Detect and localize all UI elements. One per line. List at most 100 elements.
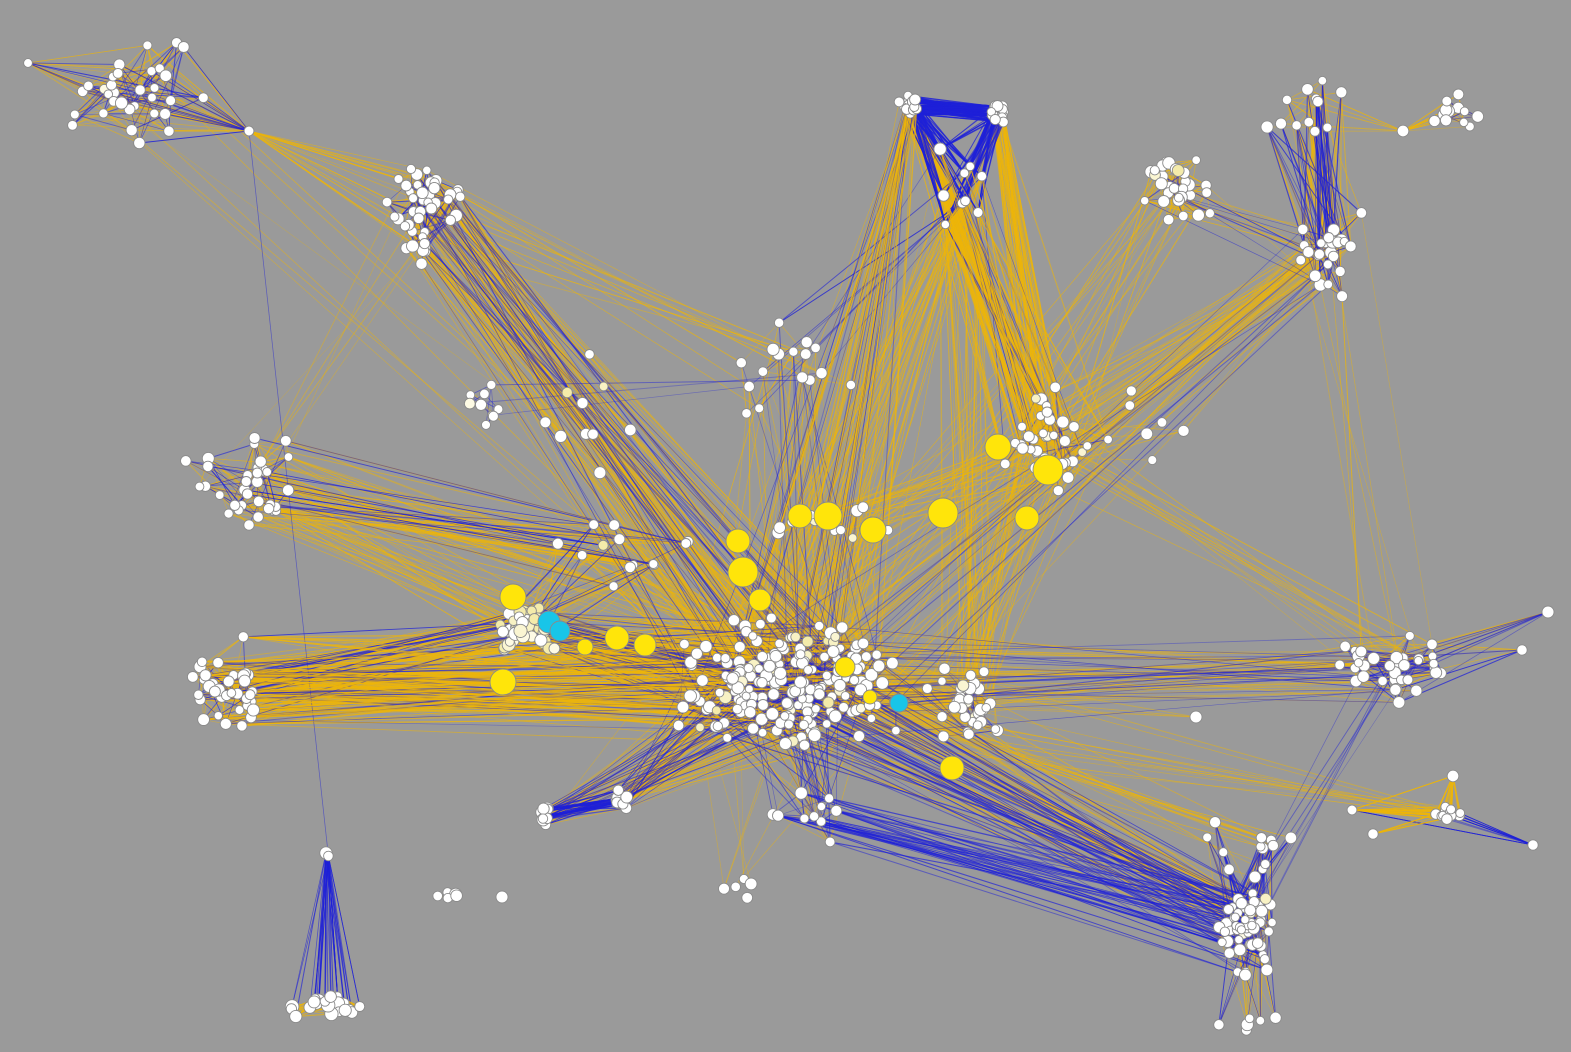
- graph-node[interactable]: [1428, 658, 1439, 669]
- graph-node[interactable]: [981, 703, 991, 713]
- graph-node[interactable]: [624, 561, 636, 574]
- graph-node[interactable]: [826, 645, 840, 658]
- graph-node[interactable]: [202, 460, 214, 473]
- graph-node[interactable]: [561, 386, 573, 399]
- graph-node[interactable]: [165, 95, 177, 107]
- graph-node[interactable]: [422, 165, 432, 175]
- graph-node[interactable]: [159, 69, 173, 82]
- graph-node[interactable]: [937, 189, 950, 202]
- graph-node[interactable]: [1189, 710, 1203, 724]
- graph-node[interactable]: [262, 502, 275, 515]
- graph-node[interactable]: [1404, 630, 1415, 641]
- graph-node[interactable]: [828, 709, 843, 723]
- graph-node[interactable]: [251, 467, 263, 479]
- graph-node[interactable]: [730, 881, 741, 893]
- graph-node[interactable]: [196, 656, 208, 668]
- graph-node[interactable]: [1398, 659, 1411, 672]
- graph-node[interactable]: [214, 490, 225, 500]
- graph-node[interactable]: [208, 685, 221, 698]
- graph-node[interactable]: [744, 684, 754, 694]
- graph-node[interactable]: [720, 653, 731, 664]
- graph-node[interactable]: [389, 211, 400, 222]
- graph-node-highlight-yellow[interactable]: [576, 638, 594, 656]
- graph-node[interactable]: [822, 696, 835, 709]
- graph-node-highlight-yellow[interactable]: [813, 501, 843, 531]
- graph-node[interactable]: [801, 635, 814, 648]
- graph-node[interactable]: [788, 346, 799, 357]
- graph-node[interactable]: [963, 693, 974, 705]
- graph-node[interactable]: [699, 639, 713, 654]
- graph-node[interactable]: [744, 877, 758, 891]
- graph-node[interactable]: [1527, 839, 1539, 851]
- graph-node[interactable]: [1327, 250, 1340, 263]
- graph-node[interactable]: [1389, 683, 1402, 696]
- graph-node[interactable]: [450, 889, 463, 902]
- graph-node[interactable]: [1233, 943, 1247, 957]
- graph-node[interactable]: [584, 349, 595, 360]
- graph-node[interactable]: [1041, 406, 1053, 418]
- graph-node[interactable]: [940, 219, 951, 230]
- graph-node[interactable]: [177, 41, 190, 53]
- graph-node[interactable]: [830, 631, 841, 642]
- graph-node[interactable]: [799, 813, 810, 824]
- graph-node[interactable]: [990, 724, 1001, 734]
- graph-node[interactable]: [612, 784, 624, 796]
- graph-node[interactable]: [1052, 485, 1064, 497]
- graph-node[interactable]: [1446, 804, 1456, 815]
- graph-node[interactable]: [1017, 421, 1027, 432]
- graph-node[interactable]: [815, 366, 828, 380]
- graph-node[interactable]: [481, 419, 491, 430]
- graph-node-highlight-yellow[interactable]: [727, 556, 759, 588]
- graph-node[interactable]: [1452, 88, 1465, 101]
- graph-node[interactable]: [757, 699, 769, 711]
- graph-node[interactable]: [1413, 655, 1424, 666]
- graph-node[interactable]: [1353, 658, 1364, 668]
- graph-node[interactable]: [149, 83, 160, 93]
- graph-node[interactable]: [399, 221, 411, 232]
- graph-node[interactable]: [847, 533, 858, 543]
- graph-node[interactable]: [1239, 968, 1252, 982]
- graph-node[interactable]: [1303, 116, 1315, 128]
- graph-node[interactable]: [1267, 917, 1277, 928]
- graph-node[interactable]: [1247, 920, 1257, 931]
- graph-node[interactable]: [307, 995, 321, 1009]
- graph-node-highlight-yellow[interactable]: [859, 516, 887, 544]
- graph-node[interactable]: [1022, 430, 1035, 443]
- graph-node[interactable]: [712, 652, 722, 663]
- graph-node[interactable]: [1140, 427, 1154, 441]
- graph-node[interactable]: [1459, 106, 1470, 117]
- graph-node[interactable]: [959, 168, 970, 179]
- graph-node[interactable]: [419, 238, 431, 250]
- graph-node[interactable]: [1426, 638, 1438, 651]
- graph-node[interactable]: [824, 836, 836, 848]
- graph-node[interactable]: [765, 707, 780, 721]
- graph-node[interactable]: [1301, 83, 1314, 96]
- graph-node[interactable]: [718, 882, 730, 895]
- graph-node[interactable]: [1191, 155, 1201, 165]
- graph-node[interactable]: [1157, 195, 1171, 208]
- graph-node[interactable]: [1308, 269, 1322, 283]
- graph-node[interactable]: [1149, 165, 1160, 176]
- graph-node[interactable]: [1223, 863, 1235, 876]
- graph-node[interactable]: [733, 640, 746, 653]
- graph-node[interactable]: [798, 719, 809, 731]
- graph-node[interactable]: [811, 704, 821, 714]
- graph-node[interactable]: [803, 665, 813, 675]
- graph-node[interactable]: [747, 722, 760, 735]
- graph-node[interactable]: [534, 633, 548, 647]
- graph-node[interactable]: [815, 816, 827, 827]
- graph-node[interactable]: [1323, 279, 1334, 290]
- graph-node[interactable]: [1204, 208, 1215, 219]
- graph-node[interactable]: [766, 342, 780, 356]
- graph-node[interactable]: [537, 813, 549, 824]
- graph-node[interactable]: [1213, 1019, 1225, 1031]
- graph-node[interactable]: [163, 125, 175, 137]
- graph-node[interactable]: [1317, 75, 1328, 86]
- graph-node[interactable]: [1313, 248, 1325, 260]
- graph-node[interactable]: [1355, 207, 1368, 219]
- graph-node-highlight-yellow[interactable]: [939, 755, 965, 781]
- graph-node[interactable]: [624, 423, 637, 437]
- graph-node[interactable]: [576, 549, 588, 561]
- graph-node[interactable]: [1259, 954, 1270, 965]
- graph-node[interactable]: [866, 713, 877, 724]
